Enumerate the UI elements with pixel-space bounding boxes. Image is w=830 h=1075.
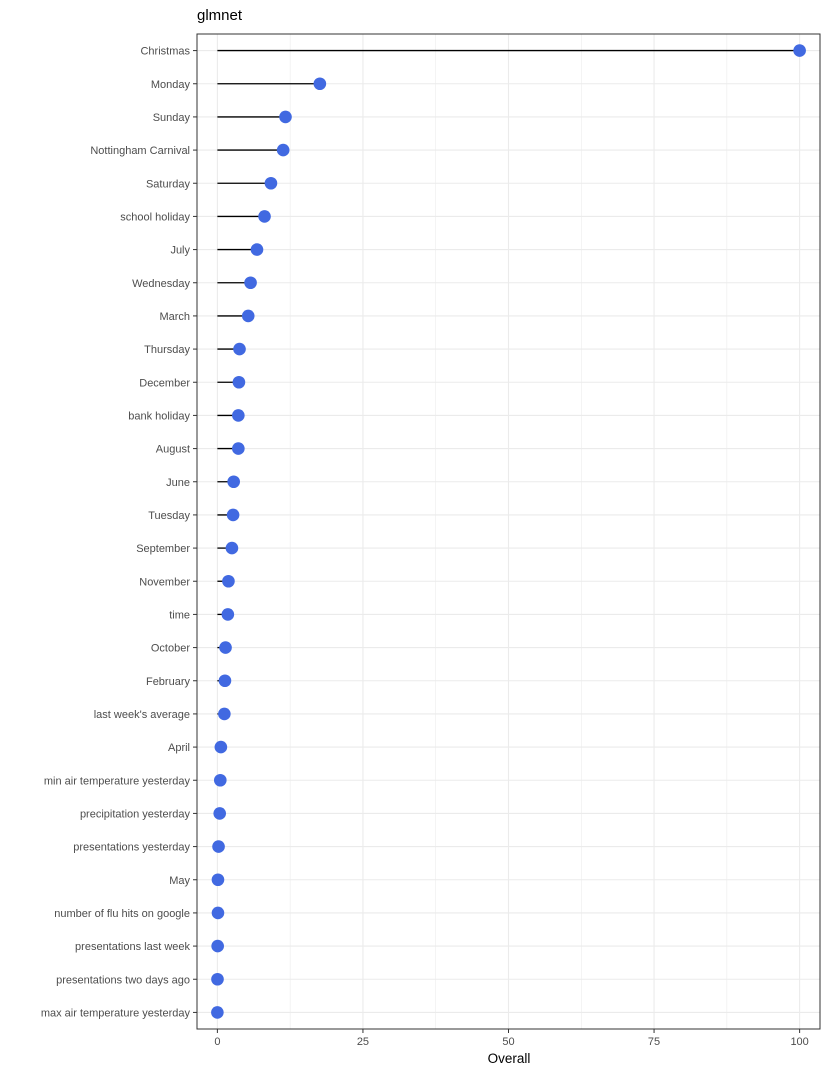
data-point (222, 574, 235, 588)
y-tick-label: March (159, 311, 190, 323)
y-tick-label: Sunday (153, 112, 191, 124)
y-tick-label: February (146, 676, 191, 688)
data-point (250, 243, 264, 256)
y-tick-label: Saturday (146, 178, 191, 190)
data-point (211, 1006, 224, 1019)
data-point (264, 176, 278, 190)
data-point (212, 840, 225, 853)
data-point (279, 110, 292, 124)
data-point (218, 707, 231, 721)
data-point (211, 906, 225, 920)
y-axis: Christmas Monday Sunday Nottingham Carnival… (41, 46, 197, 1019)
y-tick-label: May (169, 875, 190, 887)
data-point (276, 143, 290, 157)
x-axis: 0 25 50 75 100 (214, 1029, 809, 1048)
y-tick-label: September (136, 543, 190, 555)
y-tick-label: Thursday (144, 344, 190, 356)
y-tick-label: bank holiday (128, 410, 190, 422)
data-point (241, 309, 255, 323)
y-tick-label: time (169, 609, 190, 621)
y-tick-label: number of flu hits on google (54, 908, 190, 920)
data-point (211, 939, 224, 953)
y-tick-label: presentations last week (75, 941, 190, 953)
data-point (225, 541, 239, 555)
y-tick-label: November (139, 576, 190, 588)
y-tick-label: last week's average (94, 709, 190, 721)
data-point (232, 375, 246, 389)
data-point (244, 276, 257, 290)
x-tick-label: 0 (214, 1036, 220, 1048)
y-tick-label: Monday (151, 79, 191, 91)
point-layer (211, 44, 806, 1019)
y-tick-label: max air temperature yesterday (41, 1007, 191, 1019)
data-point (213, 807, 227, 820)
data-point (233, 342, 246, 356)
x-tick-label: 100 (790, 1036, 808, 1048)
data-point (313, 77, 327, 91)
y-tick-label: min air temperature yesterday (44, 775, 191, 787)
y-tick-label: October (151, 643, 190, 655)
data-point (221, 608, 235, 621)
x-axis-title: Overall (488, 1051, 531, 1066)
x-tick-label: 25 (357, 1036, 369, 1048)
y-tick-label: precipitation yesterday (80, 808, 191, 820)
data-point (793, 44, 806, 57)
y-tick-label: school holiday (120, 211, 190, 223)
y-tick-label: Tuesday (148, 510, 190, 522)
data-point (219, 641, 232, 654)
data-point (218, 674, 232, 688)
x-tick-label: 50 (502, 1036, 514, 1048)
y-tick-label: presentations yesterday (73, 842, 190, 854)
y-tick-label: presentations two days ago (56, 974, 190, 986)
y-tick-label: Christmas (140, 46, 190, 58)
data-point (227, 475, 240, 489)
data-point (211, 873, 225, 887)
y-tick-label: June (166, 477, 190, 489)
y-tick-label: July (170, 245, 190, 257)
data-point (213, 773, 227, 787)
grid-layer (197, 34, 820, 1029)
data-point (258, 210, 271, 223)
data-point (214, 740, 228, 754)
data-point (232, 409, 245, 422)
y-tick-label: December (139, 377, 190, 389)
y-tick-label: Nottingham Carnival (90, 145, 190, 157)
x-tick-label: 75 (648, 1036, 660, 1048)
y-tick-label: April (168, 742, 190, 754)
data-point (211, 972, 224, 986)
chart-title: glmnet (197, 7, 243, 24)
y-tick-label: Wednesday (132, 278, 190, 290)
data-point (232, 442, 245, 455)
data-point (226, 508, 240, 522)
y-tick-label: August (156, 444, 190, 456)
